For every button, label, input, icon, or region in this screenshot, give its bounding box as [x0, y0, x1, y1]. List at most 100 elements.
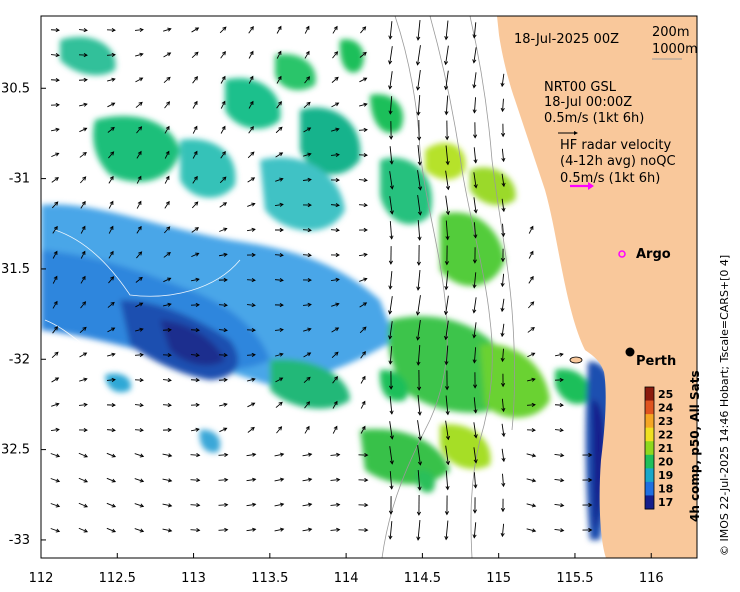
velocity-arrow [304, 76, 310, 84]
x-axis: 112 112.5 113 113.5 114 114.5 115 115.5 116 [29, 553, 664, 586]
velocity-arrow [247, 151, 255, 159]
velocity-arrowhead [417, 136, 422, 141]
velocity-arrowhead [195, 302, 200, 308]
velocity-arrowhead [500, 307, 505, 313]
velocity-arrowhead [363, 203, 368, 208]
velocity-arrow [304, 51, 310, 59]
velocity-arrowhead [417, 386, 422, 391]
velocity-arrow [218, 304, 228, 306]
velocity-arrowhead [167, 453, 173, 458]
velocity-arrowhead [334, 76, 339, 81]
velocity-arrowhead [531, 352, 536, 357]
velocity-arrowhead [139, 403, 144, 408]
velocity-arrowhead [54, 177, 59, 182]
velocity-arrowhead [82, 301, 87, 306]
velocity-arrow [274, 329, 284, 331]
velocity-arrowhead [138, 251, 143, 256]
velocity-arrowhead [335, 127, 340, 132]
velocity-arrow [192, 151, 198, 159]
velocity-arrowhead [415, 311, 421, 316]
velocity-arrowhead [501, 482, 506, 488]
velocity-arrowhead [83, 77, 88, 82]
velocity-arrowhead [139, 52, 144, 57]
velocity-arrow [360, 26, 366, 34]
velocity-arrow [331, 128, 339, 132]
velocity-arrow [331, 327, 339, 333]
velocity-arrowhead [445, 210, 450, 216]
velocity-arrowhead [500, 132, 506, 138]
velocity-arrowhead [307, 302, 312, 307]
velocity-arrow [219, 26, 227, 34]
velocity-arrowhead [307, 452, 313, 457]
x-tick-label: 115 [486, 571, 511, 586]
velocity-arrowhead [364, 502, 369, 508]
velocity-arrowhead [388, 510, 394, 515]
velocity-arrow [51, 152, 59, 158]
velocity-arrow [51, 377, 59, 383]
velocity-arrow [473, 297, 477, 313]
velocity-arrow [274, 279, 284, 281]
velocity-arrowhead [193, 175, 198, 181]
velocity-arrowhead [531, 377, 536, 382]
velocity-arrow [276, 26, 282, 34]
velocity-arrow [79, 152, 87, 158]
velocity-arrowhead [109, 200, 114, 205]
velocity-arrow [417, 395, 421, 415]
velocity-arrow [246, 228, 256, 232]
velocity-arrowhead [278, 126, 283, 131]
velocity-arrow [218, 479, 228, 481]
velocity-arrow [445, 295, 449, 315]
velocity-arrow [274, 478, 284, 482]
velocity-arrowhead [501, 457, 506, 463]
velocity-arrowhead [445, 386, 450, 391]
velocity-arrow [192, 176, 198, 184]
velocity-arrowhead [55, 503, 61, 508]
velocity-arrow [445, 20, 449, 40]
velocity-arrow [445, 420, 449, 440]
velocity-arrow [501, 273, 505, 287]
velocity-arrowhead [305, 25, 310, 30]
x-tick-label: 112.5 [99, 571, 136, 586]
velocity-arrow [275, 126, 283, 134]
velocity-arrow [473, 72, 477, 88]
velocity-arrow [359, 278, 367, 282]
velocity-arrow [473, 197, 477, 213]
velocity-arrow [163, 252, 171, 258]
velocity-arrowhead [110, 151, 115, 156]
velocity-arrow [191, 227, 199, 233]
velocity-arrowhead [195, 353, 200, 358]
velocity-arrowhead [137, 150, 142, 156]
velocity-arrowhead [279, 352, 284, 357]
velocity-arrowhead [82, 326, 87, 331]
velocity-arrow [191, 27, 199, 33]
velocity-arrowhead [279, 377, 284, 382]
velocity-arrowhead [249, 50, 254, 56]
velocity-arrowhead [54, 201, 59, 206]
velocity-arrow [445, 270, 449, 290]
velocity-arrowhead [588, 502, 593, 508]
velocity-arrowhead [222, 26, 227, 31]
velocity-arrowhead [307, 277, 312, 283]
velocity-arrowhead [250, 151, 255, 156]
velocity-arrowhead [111, 453, 117, 458]
velocity-arrow [359, 52, 367, 58]
velocity-arrow [106, 527, 116, 533]
velocity-arrowhead [388, 285, 393, 290]
velocity-arrow [106, 429, 116, 431]
velocity-arrowhead [588, 477, 593, 483]
velocity-arrowhead [388, 85, 393, 90]
colorbar-tick-label: 17 [658, 496, 673, 509]
velocity-arrowhead [55, 28, 60, 33]
velocity-arrow [163, 28, 171, 32]
velocity-arrowhead [196, 528, 201, 533]
velocity-arrow [80, 276, 86, 284]
velocity-arrowhead [53, 225, 58, 231]
velocity-arrowhead [81, 275, 86, 281]
velocity-arrowhead [389, 185, 394, 190]
velocity-arrowhead [307, 327, 312, 332]
velocity-arrowhead [501, 157, 506, 163]
velocity-arrow [51, 201, 59, 209]
velocity-arrowhead [363, 178, 368, 183]
velocity-arrowhead [444, 335, 449, 341]
colorbar-tick-label: 25 [658, 388, 673, 401]
